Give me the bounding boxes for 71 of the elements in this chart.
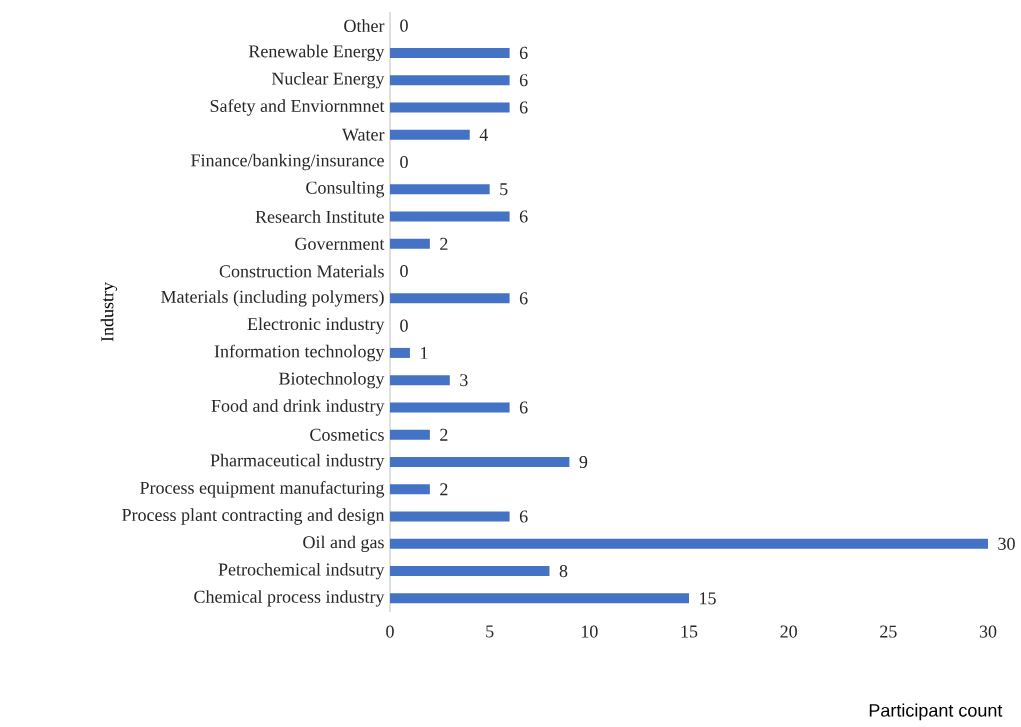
bar (390, 511, 510, 522)
data-label: 6 (519, 401, 528, 414)
y-tick-label: Electronic industry (247, 317, 385, 334)
data-label: 3 (460, 374, 468, 387)
data-label: 6 (519, 46, 528, 59)
x-axis-title: Participant count (869, 703, 1003, 721)
bar (390, 484, 430, 495)
x-tick-label: 30 (979, 625, 997, 638)
y-axis-title: Industry (100, 282, 118, 342)
x-tick-label: 20 (780, 625, 797, 638)
data-label: 6 (519, 74, 528, 87)
y-tick-label: Cosmetics (310, 428, 384, 441)
y-tick-label: Biotechnology (279, 372, 385, 389)
y-tick-label: Renewable Energy (248, 44, 385, 62)
data-label: 6 (519, 510, 528, 523)
y-tick-label: Water (341, 128, 385, 141)
y-tick-label: Oil and gas (303, 535, 384, 553)
data-label: 1 (421, 346, 428, 359)
data-label: 0 (400, 19, 408, 32)
bar (390, 102, 510, 113)
data-label: 2 (440, 428, 448, 441)
bar (390, 538, 988, 549)
y-tick-label: Petrochemical indsutry (218, 562, 385, 580)
x-tick-label: 25 (880, 625, 897, 638)
bar (390, 402, 510, 413)
y-tick-label: Finance/banking/insurance (191, 153, 384, 171)
data-label: 5 (500, 183, 508, 196)
y-tick-label: Safety and Enviornmnet (210, 99, 385, 116)
data-label: 2 (440, 483, 448, 496)
bar (390, 184, 490, 195)
y-tick-label: Pharmaceutical industry (210, 453, 385, 471)
y-tick-label: Consulting (306, 181, 385, 198)
y-tick-label: Process plant contracting and design (122, 508, 385, 525)
y-tick-label: Construction Materials (219, 264, 384, 278)
bar (390, 211, 510, 222)
bar (390, 293, 510, 304)
y-tick-label: Government (295, 237, 385, 250)
bar (390, 238, 430, 249)
bar (390, 347, 410, 358)
data-label: 6 (519, 210, 528, 223)
data-label: 6 (519, 292, 528, 305)
data-label: 8 (559, 565, 568, 578)
bar (390, 375, 450, 386)
y-tick-label: Research Institute (255, 210, 384, 223)
data-label: 0 (400, 155, 408, 169)
bar (390, 566, 550, 577)
bar (390, 457, 570, 467)
x-tick-label: 0 (386, 625, 394, 638)
bar (390, 429, 430, 440)
data-label: 0 (400, 319, 408, 332)
data-label: 30 (998, 537, 1015, 550)
y-tick-label: Information technology (214, 344, 385, 362)
y-tick-label: Materials (including polymers) (161, 290, 384, 307)
bar (390, 47, 510, 58)
y-tick-label: Food and drink industry (211, 399, 385, 416)
bar (390, 75, 510, 86)
data-label: 2 (440, 237, 448, 250)
bar (390, 593, 689, 604)
y-tick-label: Nuclear Energy (271, 72, 385, 89)
y-tick-label: Chemical process industry (194, 590, 385, 607)
data-label: 4 (479, 128, 488, 141)
x-tick-label: 10 (581, 625, 598, 638)
bar (390, 129, 470, 140)
data-label: 0 (400, 265, 408, 278)
data-label: 6 (519, 101, 528, 114)
y-tick-label: Other (344, 19, 385, 32)
y-tick-label: Process equipment manufacturing (140, 480, 385, 498)
data-label: 15 (700, 592, 716, 605)
data-label: 9 (579, 455, 588, 469)
x-tick-label: 15 (681, 625, 698, 638)
x-tick-label: 5 (486, 625, 494, 638)
